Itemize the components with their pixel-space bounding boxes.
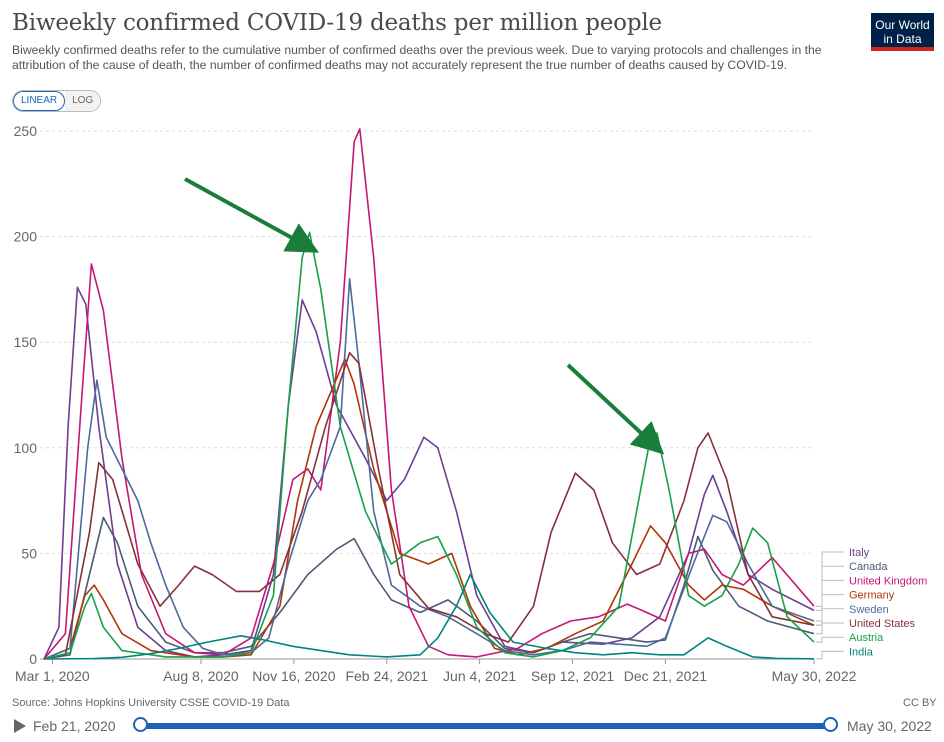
series-line-austria — [43, 231, 815, 660]
series-lines — [43, 128, 815, 660]
annotations — [184, 177, 665, 455]
series-line-sweden — [43, 278, 815, 660]
timeline-start-label: Feb 21, 2020 — [33, 718, 116, 734]
y-tick-label: 0 — [29, 651, 37, 667]
x-tick-label: Feb 24, 2021 — [345, 668, 428, 684]
owid-logo[interactable]: Our World in Data — [871, 13, 934, 51]
x-tick-label: Mar 1, 2020 — [15, 668, 90, 684]
series-line-italy — [43, 286, 815, 660]
legend-connector-united-states — [816, 622, 844, 626]
legend-label-germany: Germany — [849, 590, 895, 602]
x-tick-label: May 30, 2022 — [772, 668, 857, 684]
chart-title: Biweekly confirmed COVID-19 deaths per m… — [12, 10, 662, 36]
legend-connector-united-kingdom — [816, 579, 844, 607]
series-line-germany — [43, 358, 815, 660]
legend-label-sweden: Sweden — [849, 604, 889, 616]
series-line-united-states — [43, 352, 815, 660]
line-chart: 0 50 100 150 200 250 Mar 1, 2020 Aug 8, 2020 No… — [14, 123, 928, 684]
x-tick-label: Nov 16, 2020 — [252, 668, 335, 684]
legend-label-india: India — [849, 646, 874, 658]
x-axis: Mar 1, 2020 Aug 8, 2020 Nov 16, 2020 Feb 24… — [15, 659, 857, 684]
timeline-start-handle[interactable] — [133, 717, 148, 732]
x-tick-label: Jun 4, 2021 — [443, 668, 516, 684]
y-tick-label: 100 — [14, 440, 38, 456]
legend: Italy Canada United Kingdom Germany Sweden Un… — [816, 547, 927, 660]
logo-line-1: Our World — [875, 18, 930, 32]
x-tick-label: Sep 12, 2021 — [531, 668, 615, 684]
series-line-canada — [43, 516, 815, 660]
license-link[interactable]: CC BY — [903, 697, 937, 709]
legend-label-italy: Italy — [849, 547, 870, 559]
linear-scale-button[interactable]: LINEAR — [13, 91, 66, 111]
annotation-arrow — [184, 177, 320, 253]
legend-connector-sweden — [816, 608, 844, 622]
legend-label-united-kingdom: United Kingdom — [849, 575, 927, 587]
y-tick-label: 250 — [14, 123, 38, 139]
log-scale-button[interactable]: LOG — [65, 91, 101, 111]
source-note: Source: Johns Hopkins University CSSE CO… — [12, 697, 290, 709]
x-tick-label: Aug 8, 2020 — [163, 668, 239, 684]
legend-label-canada: Canada — [849, 561, 888, 573]
play-button[interactable] — [14, 719, 26, 733]
logo-line-2: in Data — [883, 32, 922, 46]
timeline-end-handle[interactable] — [823, 717, 838, 732]
grid-lines — [40, 130, 814, 660]
y-tick-label: 150 — [14, 334, 38, 350]
x-tick-label: Dec 21, 2021 — [624, 668, 707, 684]
legend-connector-canada — [816, 565, 844, 635]
legend-label-austria: Austria — [849, 632, 884, 644]
y-tick-label: 50 — [21, 545, 37, 561]
y-tick-label: 200 — [14, 229, 38, 245]
scale-toggle: LINEAR LOG — [12, 90, 102, 112]
timeline-track[interactable] — [140, 723, 830, 729]
annotation-arrow — [566, 363, 665, 455]
legend-connector-india — [816, 650, 844, 660]
legend-connector-austria — [816, 636, 844, 643]
series-line-united-kingdom — [43, 128, 815, 660]
chart-subtitle: Biweekly confirmed deaths refer to the c… — [12, 43, 822, 72]
y-axis: 0 50 100 150 200 250 — [14, 123, 38, 667]
legend-label-united-states: United States — [849, 618, 916, 630]
legend-connector-italy — [816, 551, 844, 611]
timeline-end-label: May 30, 2022 — [847, 718, 932, 734]
series-line-india — [43, 573, 815, 660]
